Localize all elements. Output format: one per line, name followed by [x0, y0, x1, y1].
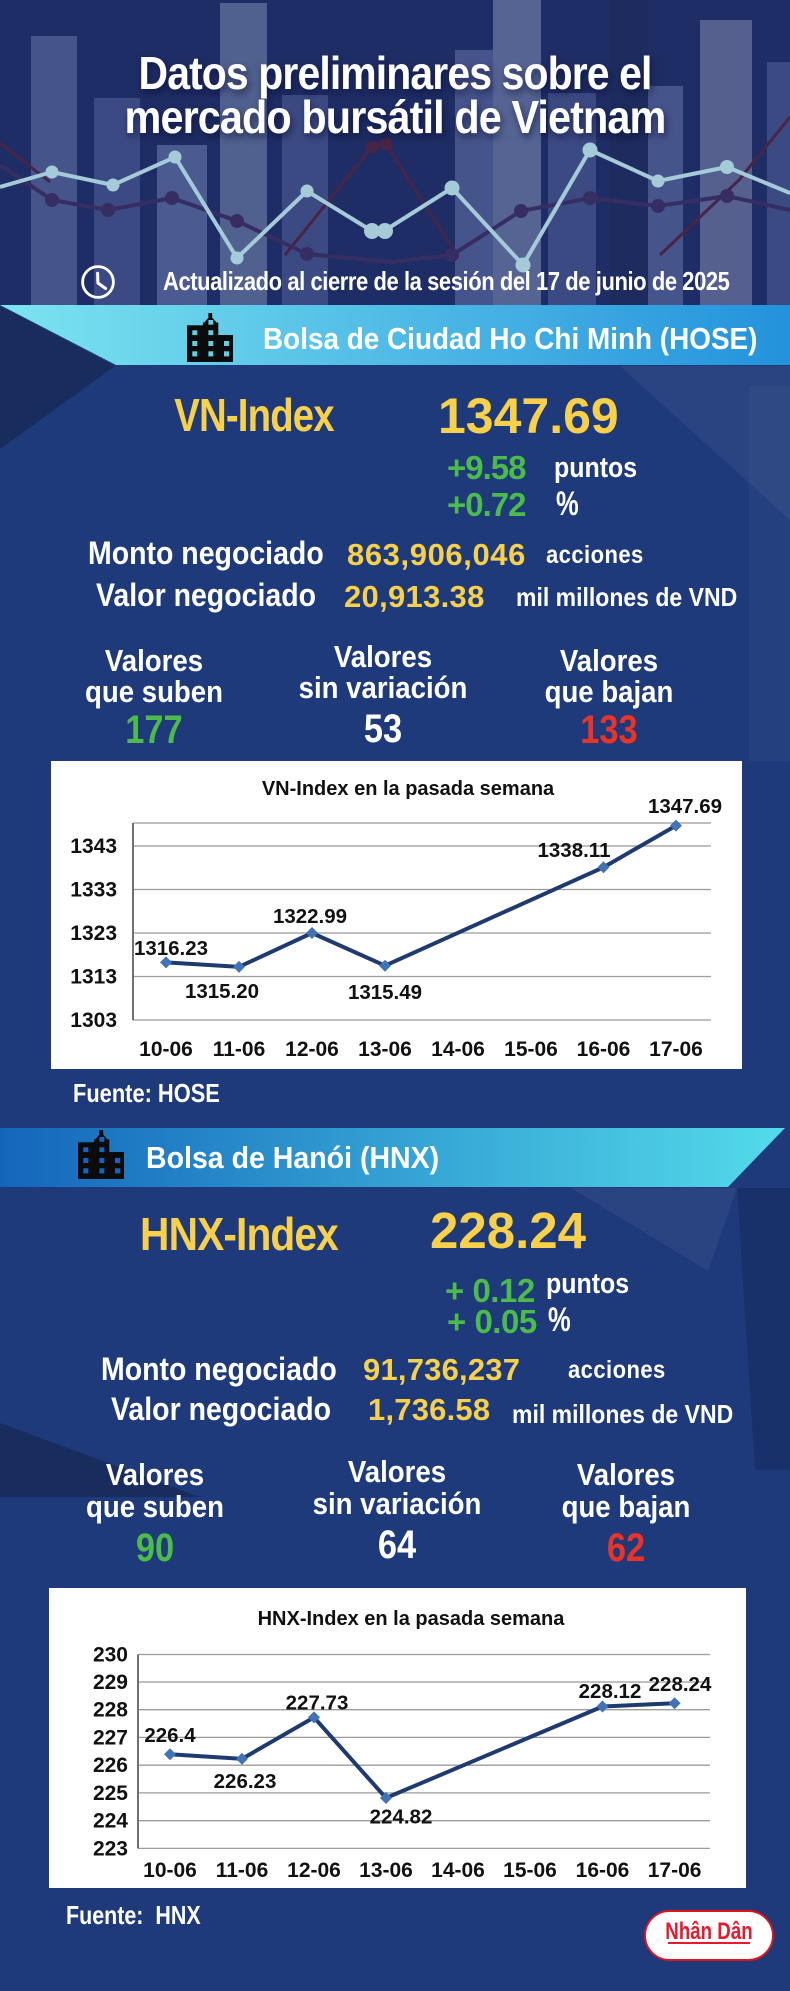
svg-text:14-06: 14-06 — [431, 1038, 485, 1061]
svg-text:17-06: 17-06 — [649, 1038, 703, 1061]
svg-text:12-06: 12-06 — [287, 1859, 341, 1882]
svg-text:1313: 1313 — [70, 966, 117, 989]
svg-text:15-06: 15-06 — [504, 1038, 558, 1061]
svg-text:13-06: 13-06 — [359, 1859, 413, 1882]
svg-text:1343: 1343 — [70, 835, 117, 858]
svg-text:228: 228 — [93, 1699, 128, 1722]
svg-text:11-06: 11-06 — [213, 1038, 266, 1061]
svg-text:228.24: 228.24 — [649, 1673, 712, 1696]
svg-text:225: 225 — [93, 1782, 128, 1805]
svg-text:1322.99: 1322.99 — [273, 905, 347, 928]
svg-text:1303: 1303 — [70, 1009, 117, 1032]
svg-text:1347.69: 1347.69 — [648, 795, 722, 818]
svg-text:227.73: 227.73 — [286, 1692, 349, 1715]
svg-text:226.23: 226.23 — [214, 1770, 277, 1793]
svg-text:16-06: 16-06 — [577, 1038, 631, 1061]
svg-text:12-06: 12-06 — [285, 1038, 339, 1061]
svg-text:230: 230 — [93, 1644, 128, 1667]
svg-text:1315.20: 1315.20 — [185, 980, 259, 1003]
svg-text:10-06: 10-06 — [143, 1859, 197, 1882]
svg-text:16-06: 16-06 — [576, 1859, 630, 1882]
svg-text:223: 223 — [93, 1837, 128, 1860]
svg-text:HNX-Index en la pasada semana: HNX-Index en la pasada semana — [258, 1608, 566, 1630]
svg-text:226: 226 — [93, 1754, 128, 1777]
svg-text:1323: 1323 — [70, 922, 117, 945]
svg-text:1315.49: 1315.49 — [348, 981, 422, 1004]
svg-text:10-06: 10-06 — [139, 1038, 193, 1061]
svg-text:14-06: 14-06 — [431, 1859, 485, 1882]
svg-text:228.12: 228.12 — [579, 1680, 642, 1703]
svg-text:224: 224 — [93, 1810, 128, 1833]
svg-text:13-06: 13-06 — [358, 1038, 412, 1061]
svg-text:11-06: 11-06 — [216, 1859, 269, 1882]
svg-text:224.82: 224.82 — [370, 1806, 433, 1829]
svg-text:227: 227 — [93, 1726, 128, 1749]
svg-text:1338.11: 1338.11 — [538, 839, 611, 862]
svg-text:VN-Index en la pasada semana: VN-Index en la pasada semana — [262, 778, 555, 800]
svg-text:229: 229 — [93, 1671, 128, 1694]
svg-text:226.4: 226.4 — [144, 1724, 196, 1747]
svg-text:1316.23: 1316.23 — [134, 937, 208, 960]
svg-text:17-06: 17-06 — [648, 1859, 702, 1882]
svg-text:15-06: 15-06 — [503, 1859, 557, 1882]
svg-text:1333: 1333 — [70, 879, 117, 902]
